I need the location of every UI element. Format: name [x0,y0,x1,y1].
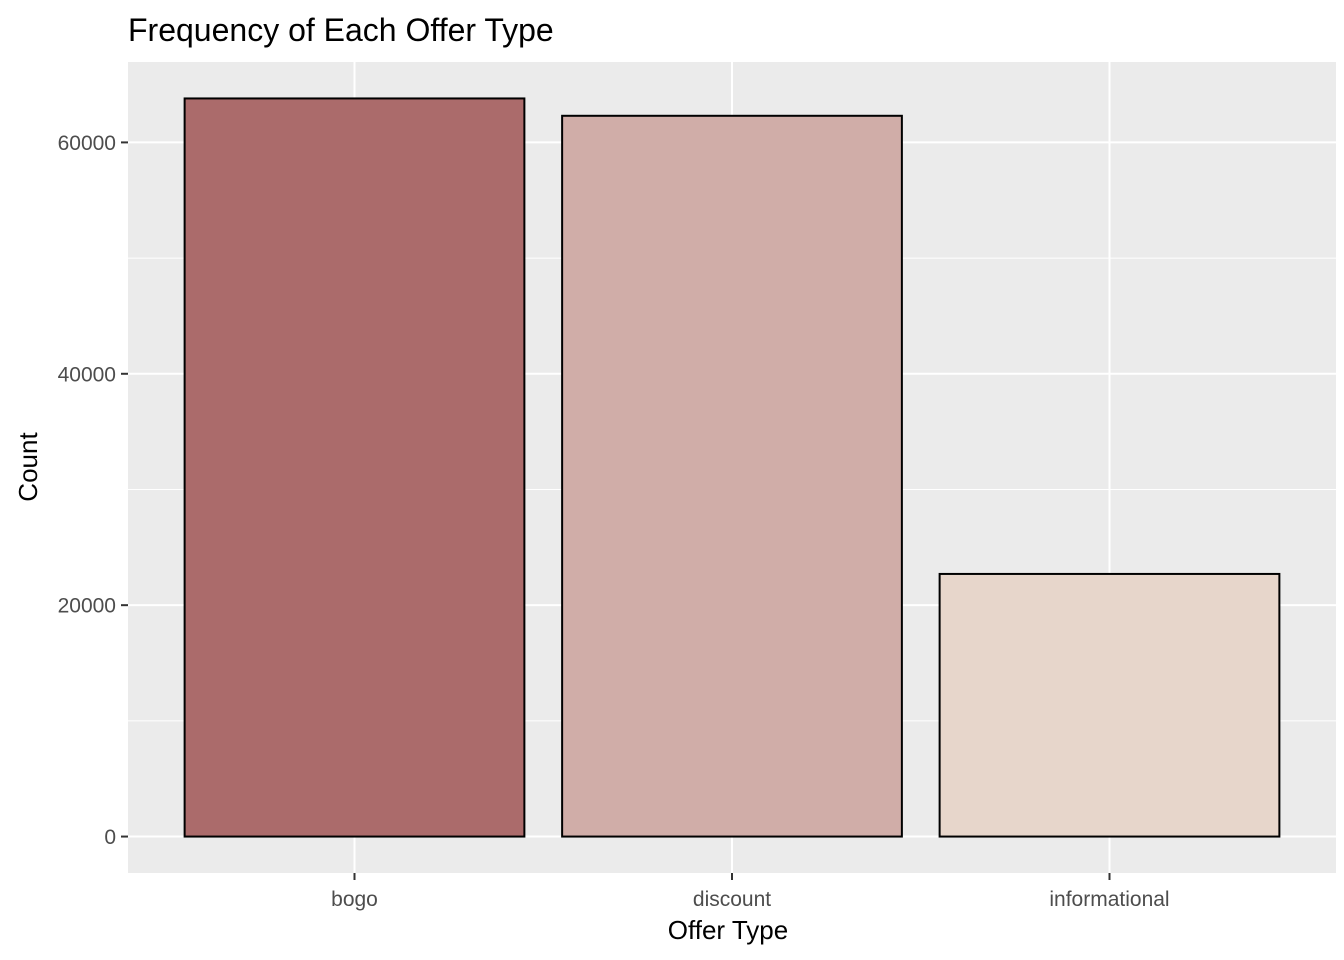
y-tick-label: 20000 [58,595,116,618]
chart-title: Frequency of Each Offer Type [128,12,554,48]
x-axis-title: Offer Type [668,915,788,945]
bar-discount [561,114,903,838]
bar-informational [938,572,1281,838]
bar-bogo [183,97,526,838]
x-axis: bogo discount informational [331,873,1170,911]
y-tick-label: 0 [104,826,116,849]
x-tick-label: informational [1049,888,1169,911]
y-axis: 0 20000 40000 60000 [58,132,128,849]
y-tick-label: 60000 [58,132,116,155]
x-tick-label: bogo [331,888,378,911]
bars [183,97,1281,838]
x-tick-label: discount [693,888,771,911]
y-tick-label: 40000 [58,363,116,386]
y-axis-title: Count [13,432,43,502]
